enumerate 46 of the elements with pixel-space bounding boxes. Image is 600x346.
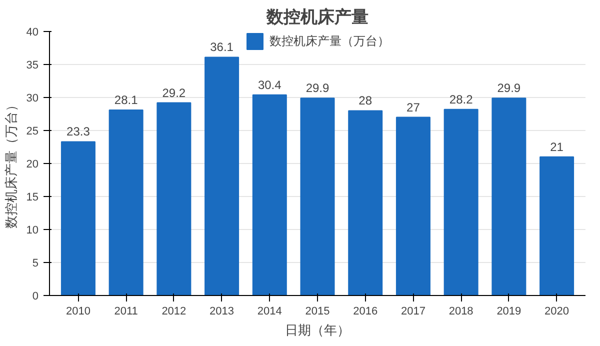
x-tick-label: 2013 <box>210 306 234 318</box>
data-label: 29.2 <box>162 86 186 100</box>
data-label: 28.1 <box>114 93 138 108</box>
y-tick-label: 20 <box>26 158 39 170</box>
data-label: 21 <box>550 140 564 154</box>
y-tick-label: 25 <box>26 126 39 138</box>
bar <box>156 102 192 296</box>
y-tick-label: 35 <box>26 60 39 72</box>
bar <box>300 98 335 296</box>
x-tick-label: 2012 <box>162 306 186 318</box>
chart-title: 数控机床产量 <box>266 8 368 26</box>
legend-label: 数控机床产量（万台） <box>270 32 390 50</box>
x-tick-label: 2014 <box>257 306 282 318</box>
y-tick-label: 10 <box>26 224 39 236</box>
x-tick-label: 2011 <box>114 306 138 318</box>
x-tick-label: 2018 <box>448 306 474 318</box>
y-tick-label: 30 <box>26 92 39 104</box>
x-tick-label: 2016 <box>353 306 378 318</box>
data-label: 27 <box>406 100 420 114</box>
bar <box>444 108 478 296</box>
data-label: 28.2 <box>449 92 474 106</box>
data-label: 29.9 <box>306 81 330 96</box>
bar <box>540 156 574 296</box>
data-label: 23.3 <box>66 124 90 139</box>
y-tick-label: 40 <box>26 26 39 38</box>
bar <box>204 56 240 296</box>
y-axis-title: 数控机床产量（万台） <box>3 98 18 228</box>
x-tick-label: 2017 <box>400 306 426 318</box>
bar <box>396 116 430 296</box>
bar <box>108 110 144 296</box>
data-label: 30.4 <box>258 78 282 92</box>
x-tick-label: 2015 <box>305 306 330 318</box>
data-label: 29.9 <box>497 81 521 96</box>
x-tick-label: 2010 <box>66 306 90 318</box>
y-tick-label: 15 <box>26 192 39 204</box>
data-label: 28 <box>358 94 372 108</box>
bar <box>348 110 383 296</box>
bar <box>492 98 526 296</box>
x-tick-label: 2019 <box>496 306 522 318</box>
x-tick-label: 2020 <box>544 306 570 318</box>
bar <box>60 141 96 296</box>
y-tick-label: 5 <box>32 258 39 270</box>
x-axis-title: 日期（年） <box>285 322 350 338</box>
y-tick-label: 0 <box>32 290 39 302</box>
data-label: 36.1 <box>210 40 234 54</box>
bar <box>252 94 287 296</box>
